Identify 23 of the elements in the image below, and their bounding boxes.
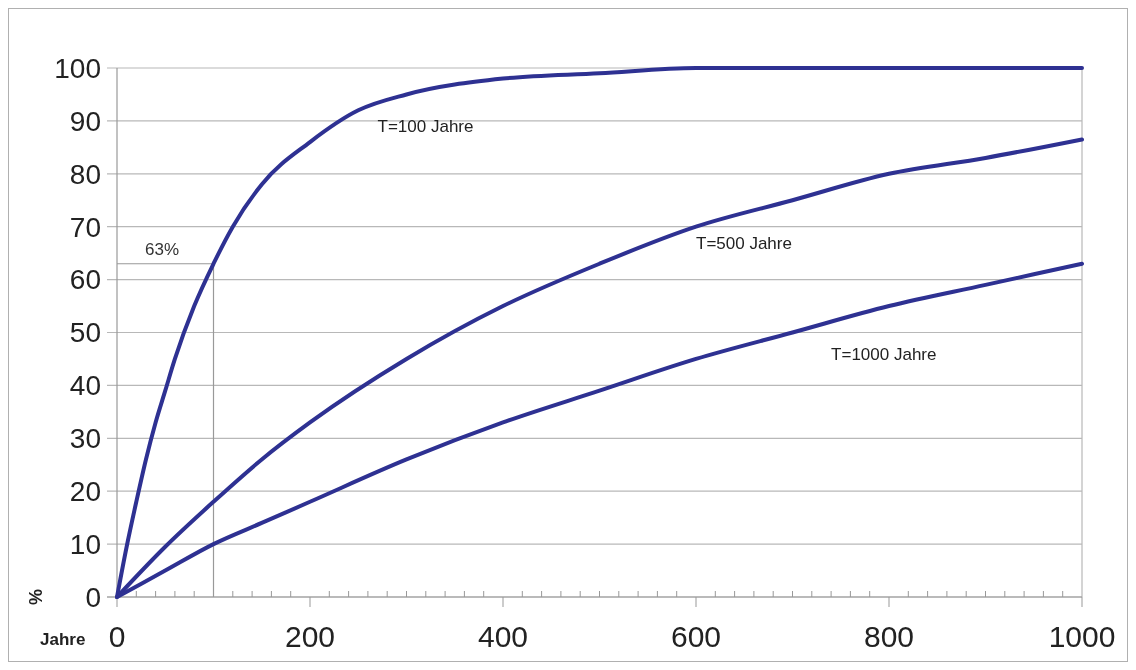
y-tick-label: 100: [54, 52, 101, 84]
x-tick-label: 400: [477, 620, 529, 653]
ref-line-label: 63%: [145, 239, 180, 259]
y-tick-label: 30: [69, 423, 101, 455]
y-tick-label: 70: [69, 211, 101, 243]
y-tick-label: 20: [69, 476, 101, 507]
series-label: T=500 Jahre: [696, 233, 792, 253]
x-tick-label: 800: [863, 620, 915, 653]
y-tick-label: 0: [85, 581, 101, 613]
series-label: T=100 Jahre: [377, 117, 474, 137]
y-tick-label: 40: [69, 370, 101, 402]
y-tick-label: 60: [69, 264, 101, 296]
x-tick-label: 0: [108, 620, 126, 653]
y-tick-label: 80: [69, 158, 101, 190]
y-tick-label: 10: [69, 528, 101, 560]
x-tick-label: 600: [670, 620, 722, 653]
x-tick-label: 200: [284, 620, 336, 653]
x-axis-title: Jahre: [40, 630, 86, 649]
x-tick-label: 1000: [1048, 620, 1116, 653]
series-label: T=1000 Jahre: [831, 344, 937, 364]
y-tick-label: 50: [69, 317, 101, 349]
y-tick-label: 90: [69, 105, 101, 137]
y-axis-title: %: [26, 588, 46, 606]
